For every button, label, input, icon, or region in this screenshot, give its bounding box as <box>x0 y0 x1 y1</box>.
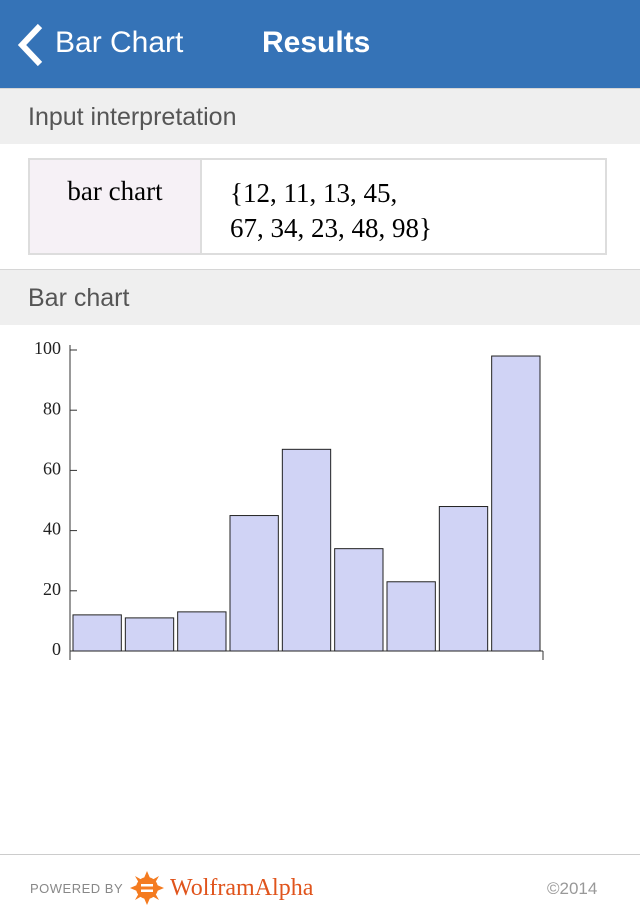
y-tick-label: 40 <box>43 519 61 539</box>
section-header: Input interpretation <box>0 88 640 144</box>
bar <box>386 581 436 652</box>
bar <box>491 355 541 652</box>
bar <box>281 448 332 652</box>
powered-by: POWERED BY <box>30 881 124 896</box>
y-tick-label: 60 <box>43 459 61 479</box>
input-line: 67, 34, 23, 48, 98} <box>230 213 432 243</box>
nav-title: Results <box>262 26 371 59</box>
bar <box>334 548 384 652</box>
bar <box>229 515 279 652</box>
brand[interactable]: WolframAlpha <box>170 875 314 901</box>
footer: POWERED BY WolframAlpha ©2014 <box>0 854 640 921</box>
input-label: bar chart <box>30 160 202 253</box>
chart: 0 20 40 60 80 100 <box>34 338 544 660</box>
input-value: {12, 11, 13, 45, 67, 34, 23, 48, 98} <box>230 176 432 246</box>
y-tick-label: 80 <box>43 398 61 418</box>
bar <box>124 617 175 652</box>
bar <box>72 614 122 652</box>
logo[interactable] <box>130 871 164 905</box>
input-table: bar chart {12, 11, 13, 45, 67, 34, 23, 4… <box>28 158 607 255</box>
y-tick-label: 20 <box>43 579 61 599</box>
copyright: ©2014 <box>547 879 598 898</box>
bar <box>177 611 227 652</box>
y-tick-label: 0 <box>52 639 61 659</box>
y-tick-label: 100 <box>34 338 61 358</box>
input-line: {12, 11, 13, 45, <box>230 178 398 208</box>
back-button[interactable]: Bar Chart <box>55 26 184 59</box>
bar <box>438 506 489 652</box>
back-icon[interactable] <box>14 22 46 68</box>
nav-bar: Bar Chart Results <box>0 0 640 88</box>
section-header: Bar chart <box>0 269 640 325</box>
